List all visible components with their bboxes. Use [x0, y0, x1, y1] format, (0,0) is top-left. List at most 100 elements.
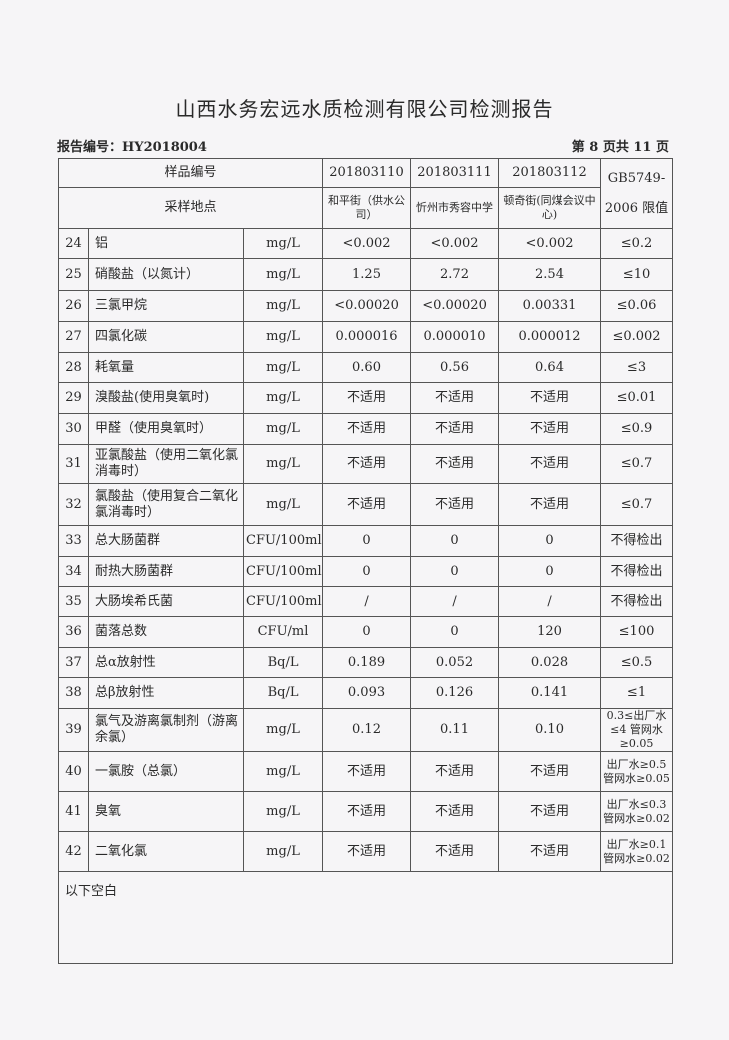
item-name: 四氯化碳	[88, 321, 244, 353]
limit-value: ≤0.06	[600, 290, 674, 322]
limit-value: ≤0.002	[600, 321, 674, 353]
unit: mg/L	[242, 413, 324, 445]
sample-no: 201803112	[498, 158, 602, 188]
report-number: 报告编号：HY2018004	[57, 140, 207, 155]
result-value: 0	[410, 525, 500, 557]
row-number: 38	[58, 677, 89, 709]
result-value: 0.10	[498, 708, 602, 752]
table-row: 38 总β放射性 Bq/L 0.093 0.126 0.141 ≤1	[58, 677, 674, 709]
row-number: 30	[58, 413, 89, 445]
limit-value: 出厂水≤0.3 管网水≥0.02	[600, 791, 674, 832]
result-value: 2.54	[498, 258, 602, 291]
table-row: 29 溴酸盐(使用臭氧时) mg/L 不适用 不适用 不适用 ≤0.01	[58, 382, 674, 414]
item-name: 溴酸盐(使用臭氧时)	[88, 382, 244, 414]
result-value: 1.25	[322, 258, 412, 291]
item-name: 耐热大肠菌群	[88, 556, 244, 587]
limit-label-1: GB5749-	[607, 170, 666, 186]
item-name: 硝酸盐（以氮计）	[88, 258, 244, 291]
result-value: 0.000016	[322, 321, 412, 353]
row-number: 40	[58, 751, 89, 792]
item-name: 总α放射性	[88, 647, 244, 678]
table-row: 34 耐热大肠菌群 CFU/100ml 0 0 0 不得检出	[58, 556, 674, 587]
result-value: 0.60	[322, 352, 412, 383]
result-value: 不适用	[322, 444, 412, 484]
result-value: 不适用	[410, 831, 500, 872]
unit: mg/L	[242, 321, 324, 353]
table-row: 25 硝酸盐（以氮计） mg/L 1.25 2.72 2.54 ≤10	[58, 258, 674, 291]
unit: Bq/L	[242, 677, 324, 709]
unit: mg/L	[242, 831, 324, 872]
item-name: 总大肠菌群	[88, 525, 244, 557]
table-row: 27 四氯化碳 mg/L 0.000016 0.000010 0.000012 ≤0.002	[58, 321, 674, 353]
sample-no: 201803110	[322, 158, 412, 188]
row-number: 32	[58, 483, 89, 526]
table-row: 33 总大肠菌群 CFU/100ml 0 0 0 不得检出	[58, 525, 674, 557]
result-value: 0.141	[498, 677, 602, 709]
table-row: 35 大肠埃希氏菌 CFU/100ml / / / 不得检出	[58, 586, 674, 617]
unit: mg/L	[242, 483, 324, 526]
row-number: 25	[58, 258, 89, 291]
limit-value: 0.3≤出厂水≤4 管网水≥0.05	[600, 708, 674, 752]
report-title: 山西水务宏远水质检测有限公司检测报告	[175, 97, 554, 121]
unit: mg/L	[242, 228, 324, 259]
footer-note: 以下空白	[57, 871, 674, 964]
sample-no: 201803111	[410, 158, 500, 188]
row-number: 39	[58, 708, 89, 752]
item-name: 臭氧	[88, 791, 244, 832]
unit: CFU/100ml	[242, 556, 324, 587]
result-value: <0.00020	[322, 290, 412, 322]
limit-value: ≤0.01	[600, 382, 674, 414]
result-value: 120	[498, 616, 602, 648]
result-value: 0.12	[322, 708, 412, 752]
result-value: 0.126	[410, 677, 500, 709]
limit-value: ≤0.7	[600, 444, 674, 484]
location: 忻州市秀容中学	[410, 187, 500, 229]
page-indicator: 第 8 页共 11 页	[571, 140, 669, 155]
table-row: 26 三氯甲烷 mg/L <0.00020 <0.00020 0.00331 ≤0.06	[58, 290, 674, 322]
limit-value: 出厂水≥0.5 管网水≥0.05	[600, 751, 674, 792]
row-number: 26	[58, 290, 89, 322]
result-value: 0.11	[410, 708, 500, 752]
limit-value: ≤10	[600, 258, 674, 291]
row-number: 33	[58, 525, 89, 557]
result-value: 不适用	[322, 751, 412, 792]
limit-value: ≤1	[600, 677, 674, 709]
result-value: 不适用	[498, 382, 602, 414]
limit-label-2: 2006 限值	[604, 200, 669, 216]
result-value: 0.00331	[498, 290, 602, 322]
result-value: 0	[498, 556, 602, 587]
limit-value: 不得检出	[600, 586, 674, 617]
result-value: 0.000010	[410, 321, 500, 353]
result-value: 不适用	[498, 483, 602, 526]
limit-value: ≤100	[600, 616, 674, 648]
result-value: <0.002	[498, 228, 602, 259]
row-number: 42	[58, 831, 89, 872]
result-value: <0.002	[410, 228, 500, 259]
result-value: 不适用	[498, 831, 602, 872]
result-value: <0.00020	[410, 290, 500, 322]
limit-value: 出厂水≥0.1 管网水≥0.02	[600, 831, 674, 872]
result-value: /	[410, 586, 500, 617]
unit: Bq/L	[242, 647, 324, 678]
item-name: 耗氧量	[88, 352, 244, 383]
result-value: 0	[322, 616, 412, 648]
result-value: /	[498, 586, 602, 617]
limit-header: GB5749- 2006 限值	[600, 158, 674, 229]
result-value: 0	[322, 556, 412, 587]
result-value: 0.000012	[498, 321, 602, 353]
table-row: 30 甲醛（使用臭氧时） mg/L 不适用 不适用 不适用 ≤0.9	[58, 413, 674, 445]
sample-no-label: 样品编号	[57, 158, 324, 188]
location-label: 采样地点	[57, 187, 324, 229]
item-name: 亚氯酸盐（使用二氧化氯消毒时）	[88, 444, 244, 484]
row-number: 37	[58, 647, 89, 678]
row-number: 28	[58, 352, 89, 383]
result-value: 不适用	[410, 483, 500, 526]
row-number: 31	[58, 444, 89, 484]
table-row: 37 总α放射性 Bq/L 0.189 0.052 0.028 ≤0.5	[58, 647, 674, 678]
item-name: 铝	[88, 228, 244, 259]
unit: mg/L	[242, 290, 324, 322]
table-row: 36 菌落总数 CFU/ml 0 0 120 ≤100	[58, 616, 674, 648]
unit: mg/L	[242, 751, 324, 792]
result-value: /	[322, 586, 412, 617]
result-value: 0	[322, 525, 412, 557]
